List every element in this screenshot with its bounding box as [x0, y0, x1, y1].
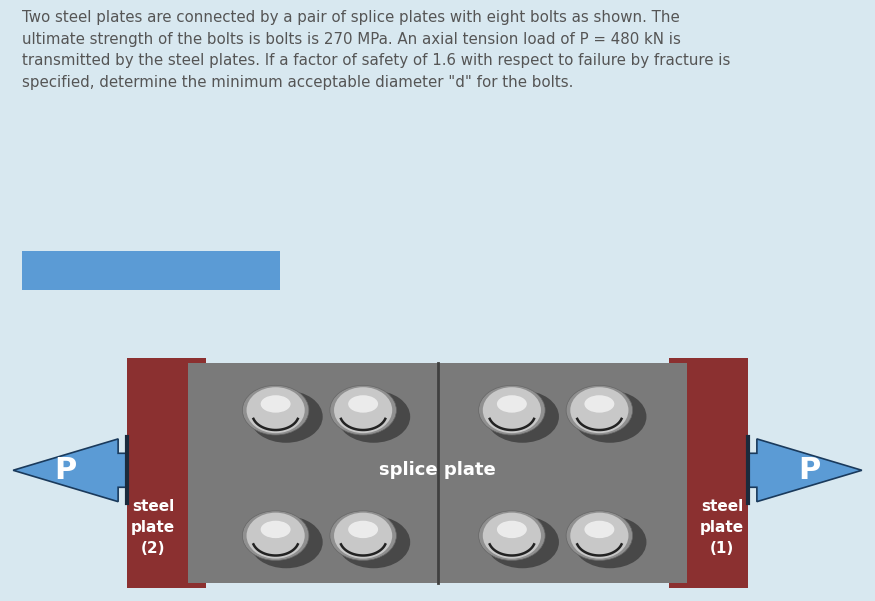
Ellipse shape [497, 395, 527, 413]
Ellipse shape [566, 385, 633, 435]
Ellipse shape [334, 387, 392, 433]
FancyBboxPatch shape [127, 358, 206, 588]
Ellipse shape [247, 387, 304, 433]
Text: Two steel plates are connected by a pair of splice plates with eight bolts as sh: Two steel plates are connected by a pair… [22, 10, 731, 90]
Ellipse shape [249, 516, 323, 569]
Ellipse shape [573, 516, 647, 569]
Ellipse shape [573, 391, 647, 443]
Polygon shape [13, 439, 127, 502]
Ellipse shape [334, 513, 392, 558]
Ellipse shape [479, 511, 545, 561]
Ellipse shape [486, 391, 559, 443]
Ellipse shape [584, 520, 614, 538]
Text: P: P [798, 456, 821, 485]
FancyBboxPatch shape [22, 251, 280, 290]
Ellipse shape [497, 520, 527, 538]
Ellipse shape [584, 395, 614, 413]
Polygon shape [748, 439, 862, 502]
Ellipse shape [337, 391, 410, 443]
Ellipse shape [330, 385, 396, 435]
Ellipse shape [486, 516, 559, 569]
Ellipse shape [566, 511, 633, 561]
Ellipse shape [249, 391, 323, 443]
Ellipse shape [330, 511, 396, 561]
Text: steel
plate
(1): steel plate (1) [700, 499, 744, 557]
Text: P: P [54, 456, 77, 485]
Ellipse shape [261, 395, 290, 413]
Ellipse shape [247, 513, 304, 558]
Ellipse shape [483, 387, 541, 433]
Ellipse shape [570, 387, 628, 433]
Ellipse shape [479, 385, 545, 435]
Ellipse shape [242, 511, 309, 561]
FancyBboxPatch shape [669, 358, 748, 588]
Ellipse shape [337, 516, 410, 569]
FancyBboxPatch shape [188, 363, 687, 583]
Ellipse shape [348, 520, 378, 538]
Text: splice plate: splice plate [379, 462, 496, 479]
Ellipse shape [261, 520, 290, 538]
Ellipse shape [483, 513, 541, 558]
Ellipse shape [348, 395, 378, 413]
Ellipse shape [242, 385, 309, 435]
Text: steel
plate
(2): steel plate (2) [131, 499, 175, 557]
Ellipse shape [570, 513, 628, 558]
